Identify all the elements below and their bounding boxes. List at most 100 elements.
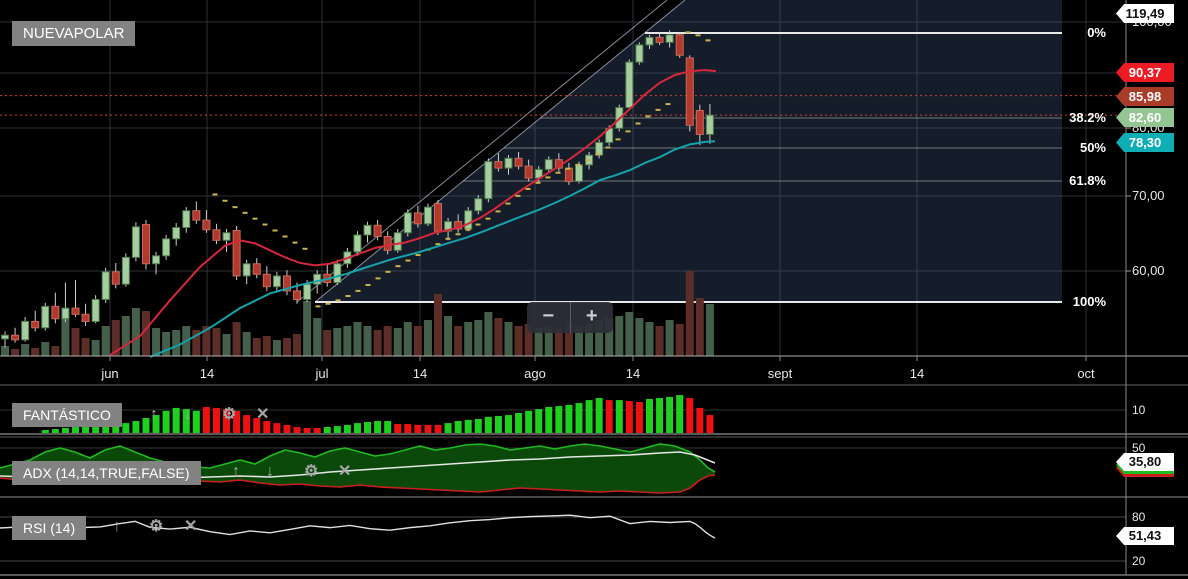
volume-bar [373,330,382,356]
sar-dot [655,108,661,111]
fantastico-gear-icon[interactable]: ⚙ [222,406,237,423]
fantastico-histogram-bar [283,424,291,433]
candle-body [544,159,553,170]
volume-bar [705,304,714,356]
indicator-label-adx: ADX (14,14,TRUE,FALSE) [12,461,201,485]
fantastico-histogram-bar [333,426,341,433]
zoom-out-button[interactable]: − [527,302,571,333]
candle-body [474,198,483,212]
sar-dot [615,138,621,141]
fantastico-histogram-bar [61,427,69,433]
fantastico-histogram-bar [434,424,442,433]
volume-bar [403,322,412,356]
sar-dot [505,202,511,205]
sar-dot [212,193,218,196]
fib-level-label: 100% [1072,294,1106,309]
candle-body [212,229,221,241]
candle-body [31,320,40,329]
price-badge-ma-slow-value: 78,30 [1116,133,1174,152]
fantastico-histogram-bar [464,419,472,433]
candle-body [141,224,150,265]
volume-bar [645,322,654,356]
fib-level-label: 38.2% [1069,110,1106,125]
volume-bar [423,320,432,356]
volume-bar [685,271,694,356]
sar-dot [685,31,691,34]
volume-bar [141,311,150,356]
price-badge-alert-price: 119,49 [1116,4,1174,23]
sar-dot [445,237,451,240]
volume-bar [524,324,533,356]
volume-bar [534,328,543,356]
adx-arrow-down-icon[interactable]: ↓ [266,463,274,480]
volume-bar [152,328,161,356]
fantastico-histogram-bar [505,415,512,433]
price-badge-alert-level: 85,98 [1116,87,1174,106]
volume-bar [605,318,614,356]
fantastico-arrow-down-icon[interactable]: ↓ [184,406,192,423]
volume-bar [31,348,40,356]
candle-body [514,157,523,167]
fantastico-histogram-bar [595,398,603,433]
sar-dot [455,233,461,236]
volume-bar [343,326,352,356]
rsi-arrow-up-icon[interactable]: ↑ [113,518,121,535]
volume-bar [444,316,453,356]
volume-bar [11,349,20,356]
adx-gear-icon[interactable]: ⚙ [304,463,319,480]
fantastico-histogram-bar [364,421,372,433]
volume-bar [514,326,523,356]
zoom-in-button[interactable]: + [585,305,598,327]
volume-bar [282,338,291,356]
sar-dot [475,223,481,226]
adx-close-icon[interactable]: ✕ [338,463,352,480]
fantastico-histogram-bar [706,415,714,433]
fantastico-histogram-bar [474,418,482,433]
fantastico-histogram-bar [152,415,160,433]
candle-body [434,203,443,232]
candle-body [262,273,271,288]
candle-body [685,57,694,126]
sar-dot [545,176,551,179]
fantastico-histogram-bar [41,430,49,433]
candle-body [41,305,50,329]
sar-dot [525,187,531,190]
volume-bar [454,326,463,356]
sar-dot [645,115,651,118]
fantastico-histogram-bar [605,400,613,433]
candle-body [232,229,241,277]
volume-bar [615,316,624,356]
fantastico-histogram-bar [414,424,422,433]
candle-body [252,263,261,275]
candle-body [645,36,654,46]
fantastico-scale-label: 10 [1132,403,1146,417]
volume-bar [1,346,9,356]
sar-dot [625,130,631,133]
sar-dot [435,243,441,246]
fantastico-histogram-bar [625,401,633,433]
fib-level-label: 50% [1079,140,1106,155]
rsi-line [0,514,716,539]
adx-arrow-up-icon[interactable]: ↑ [232,463,240,480]
candle-body [635,44,644,63]
candle-body [353,234,362,253]
fib-level-label: 0% [1087,25,1106,40]
candle-body [625,61,634,109]
volume-bar [162,332,171,356]
fantastico-histogram-bar [615,400,623,433]
volume-bar [101,326,110,356]
volume-bar [393,328,402,356]
volume-bar [293,334,302,356]
rsi-close-icon[interactable]: ✕ [184,518,198,535]
fantastico-histogram-bar [112,424,120,433]
fantastico-histogram-bar [82,427,90,433]
fantastico-histogram-bar [122,423,130,433]
sar-dot [485,217,491,220]
volume-bar [323,330,332,356]
rsi-gear-icon[interactable]: ⚙ [149,518,164,535]
fantastico-histogram-bar [404,424,412,433]
fantastico-arrow-up-icon[interactable]: ↑ [150,406,158,423]
fantastico-close-icon[interactable]: ✕ [256,406,270,423]
sar-dot [355,289,361,292]
